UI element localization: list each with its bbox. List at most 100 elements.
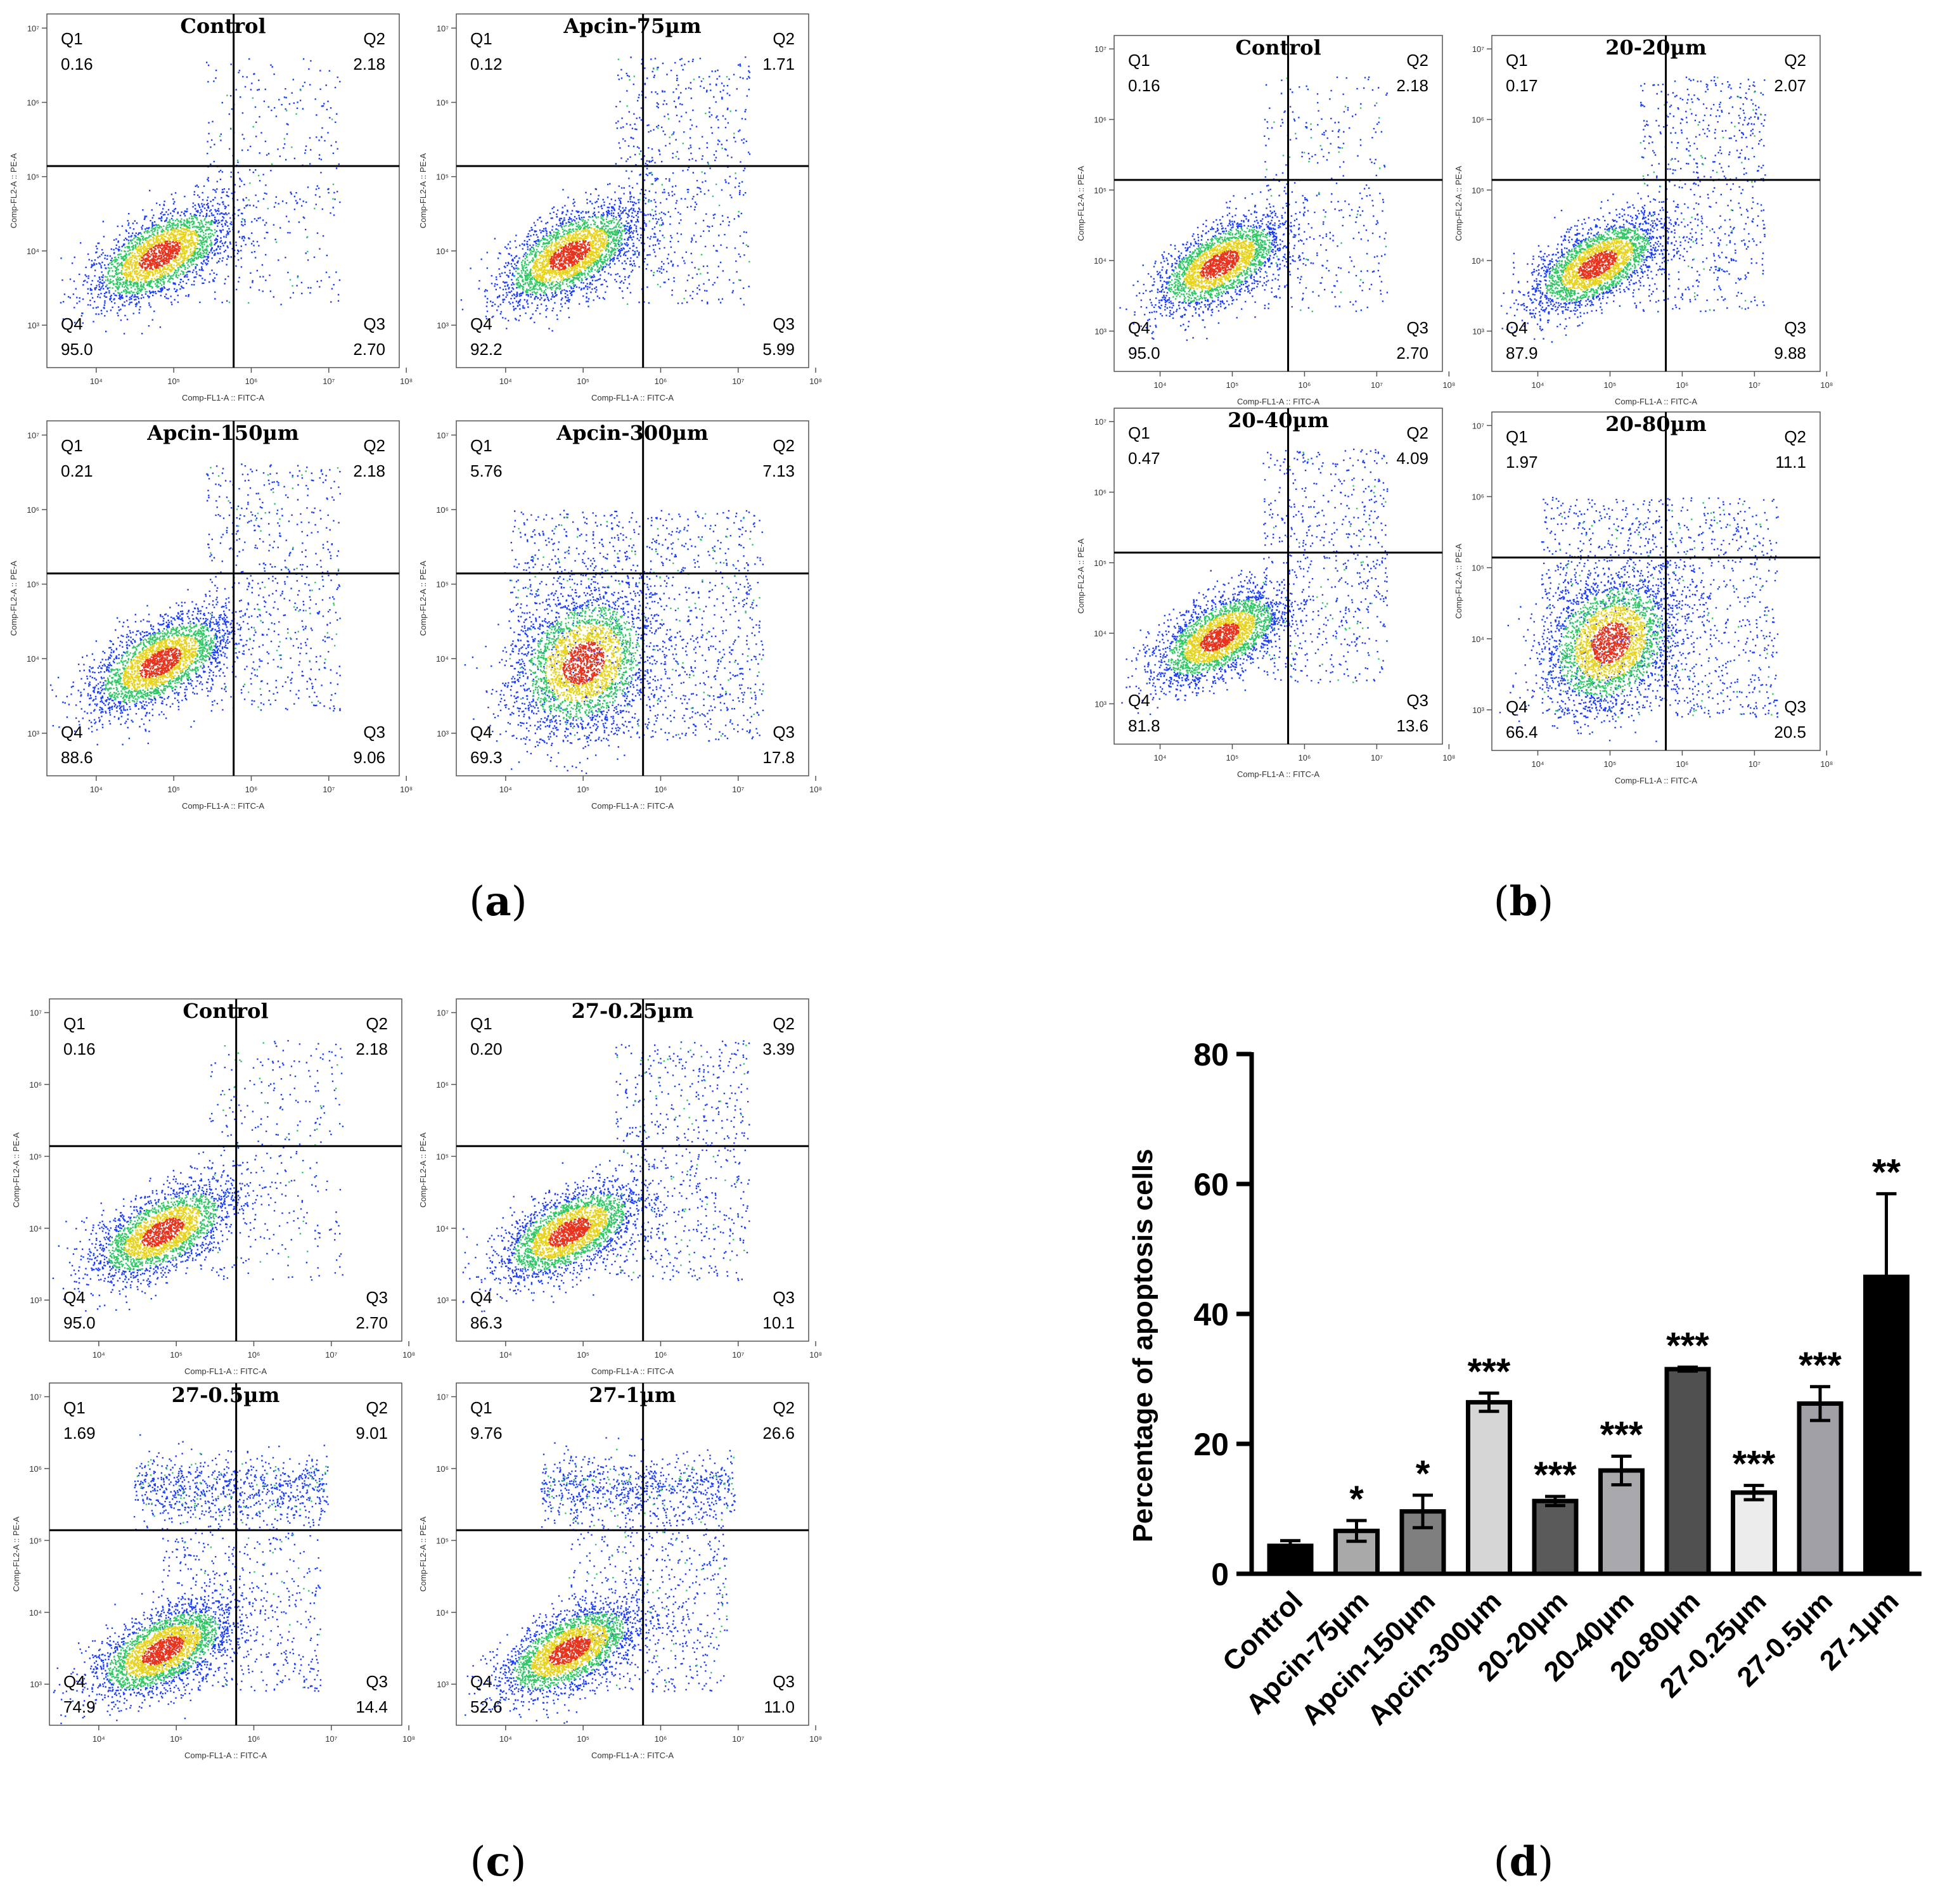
- y-tick-label: 10⁵: [436, 1536, 449, 1545]
- q2-value: 7.13: [762, 461, 795, 480]
- y-tick-label: 10⁵: [27, 580, 39, 589]
- q3-value: 2.70: [1396, 344, 1428, 363]
- q2-value: 1.71: [762, 55, 795, 74]
- scatter-points: [460, 56, 751, 332]
- y-tick-label: 10⁶: [436, 1080, 449, 1090]
- y-tick-label: 10⁷: [437, 1393, 449, 1402]
- q3-label: Q3: [773, 723, 795, 742]
- y-tick-label: 10⁴: [436, 1608, 449, 1618]
- q2-value: 4.09: [1396, 449, 1428, 468]
- y-tick-label: 10³: [1094, 699, 1107, 709]
- q2-value: 2.18: [353, 461, 385, 480]
- q4-value: 52.6: [470, 1697, 503, 1716]
- y-tick-label: 10⁵: [1094, 186, 1107, 195]
- q4-value: 74.9: [63, 1697, 96, 1716]
- scatter-points: [465, 1437, 736, 1724]
- y-tick-label: 10⁷: [437, 430, 449, 440]
- bar-6: [1664, 1367, 1711, 1576]
- y-tick-label: 10³: [27, 729, 39, 738]
- x-tick-label: 10⁵: [1604, 759, 1617, 769]
- x-tick-label: 10⁸: [400, 785, 413, 794]
- plot-frame: [1491, 411, 1821, 751]
- x-tick-label: 10⁸: [400, 376, 413, 386]
- q4-label: Q4: [470, 1288, 492, 1307]
- q1-label: Q1: [470, 29, 492, 48]
- scatter-points: [60, 58, 341, 335]
- x-tick-label: 10⁸: [1442, 380, 1455, 390]
- q4-value: 69.3: [470, 748, 503, 767]
- flow-plot-b-1: Control Q1 0.16 Q2 2.18 Q4 95.0 Q3 2.70 10⁴ 10⁵ 10⁶…: [1070, 35, 1455, 419]
- q4-value: 92.2: [470, 340, 503, 359]
- y-tick-label: 10⁶: [1472, 492, 1484, 502]
- plot-frame: [1113, 35, 1443, 372]
- y-tick-label: 10⁶: [436, 1464, 449, 1474]
- y-tick-label: 10⁷: [1472, 44, 1484, 54]
- y-tick-label: 10⁷: [30, 1008, 42, 1018]
- y-axis-label: Comp-FL2-A :: PE-A: [418, 1516, 428, 1592]
- x-tick-label: 10⁵: [167, 376, 180, 386]
- y-tick-label: 10⁵: [436, 172, 449, 182]
- y-tick-label: 10³: [30, 1680, 42, 1689]
- x-tick-label: 10⁸: [1442, 753, 1455, 762]
- q1-label: Q1: [63, 1014, 86, 1033]
- y-tick-label: 80: [1193, 1037, 1229, 1072]
- y-tick-label: 10³: [1094, 326, 1107, 336]
- y-tick-label: 10⁵: [29, 1152, 42, 1161]
- bar-3: [1466, 1399, 1512, 1576]
- q3-label: Q3: [1784, 697, 1806, 716]
- significance-mark-7: ***: [1733, 1444, 1776, 1485]
- x-tick-label: 10⁸: [809, 376, 822, 386]
- q4-label: Q4: [470, 723, 492, 742]
- x-tick-label: 10⁶: [1676, 380, 1689, 390]
- y-axis-title: Percentage of apoptosis cells: [1127, 1148, 1158, 1542]
- y-tick-label: 10⁴: [1472, 634, 1484, 644]
- q2-label: Q2: [773, 1014, 795, 1033]
- x-tick-label: 10⁵: [167, 785, 180, 794]
- q3-label: Q3: [1784, 318, 1806, 337]
- x-tick-label: 10⁷: [323, 785, 335, 794]
- plot-title: 20-20µm: [1605, 35, 1707, 60]
- x-axis-label: Comp-FL1-A :: FITC-A: [591, 393, 674, 402]
- panel-label-a: (a): [469, 878, 527, 925]
- x-tick-label: 10⁶: [655, 1734, 667, 1744]
- q1-label: Q1: [63, 1398, 86, 1417]
- q3-value: 11.0: [764, 1697, 795, 1716]
- x-tick-label: 10⁸: [1820, 380, 1833, 390]
- q3-value: 20.5: [1774, 723, 1806, 742]
- q3-label: Q3: [363, 314, 385, 333]
- flow-plot-c-1: Control Q1 0.16 Q2 2.18 Q4 95.0 Q3 2.70 10⁴ 10⁵ 10⁶…: [5, 998, 415, 1389]
- panel-label-b: (b): [1493, 878, 1554, 925]
- q2-label: Q2: [366, 1014, 388, 1033]
- q3-label: Q3: [366, 1288, 388, 1307]
- x-tick-label: 10⁸: [402, 1734, 415, 1744]
- y-tick-label: 10⁵: [436, 1152, 449, 1161]
- x-tick-label: 10⁴: [499, 785, 512, 794]
- significance-mark-4: ***: [1534, 1455, 1577, 1496]
- q3-value: 5.99: [762, 340, 795, 359]
- y-tick-label: 10⁴: [27, 247, 39, 256]
- y-tick-label: 10⁶: [1094, 115, 1107, 125]
- scatter-points: [1121, 448, 1389, 716]
- q1-label: Q1: [1506, 51, 1528, 70]
- q3-value: 2.70: [356, 1313, 388, 1332]
- y-tick-label: 10³: [437, 1296, 449, 1305]
- x-axis-label: Comp-FL1-A :: FITC-A: [1237, 397, 1319, 406]
- plot-title: 27-1µm: [589, 1383, 676, 1407]
- x-tick-label: 10⁵: [1226, 380, 1239, 390]
- q4-label: Q4: [470, 314, 492, 333]
- x-axis-label: Comp-FL1-A :: FITC-A: [1615, 776, 1697, 785]
- y-tick-label: 10⁷: [27, 23, 39, 33]
- x-tick-label: 10⁴: [1153, 380, 1166, 390]
- plot-frame: [46, 13, 400, 368]
- q2-label: Q2: [1406, 51, 1428, 70]
- x-tick-label: 10⁵: [170, 1350, 183, 1360]
- q1-value: 1.69: [63, 1424, 96, 1443]
- flow-plot-b-3: 20-40µm Q1 0.47 Q2 4.09 Q4 81.8 Q3 13.6 10⁴ 10⁵ 10⁶…: [1070, 408, 1455, 792]
- significance-mark-6: ***: [1666, 1325, 1709, 1367]
- q2-value: 9.01: [356, 1424, 388, 1443]
- q2-value: 2.18: [356, 1039, 388, 1058]
- y-tick-label: 10⁵: [1472, 563, 1484, 573]
- q1-label: Q1: [1506, 427, 1528, 446]
- y-tick-label: 10⁴: [29, 1224, 42, 1233]
- error-bar-6: [1678, 1365, 1698, 1373]
